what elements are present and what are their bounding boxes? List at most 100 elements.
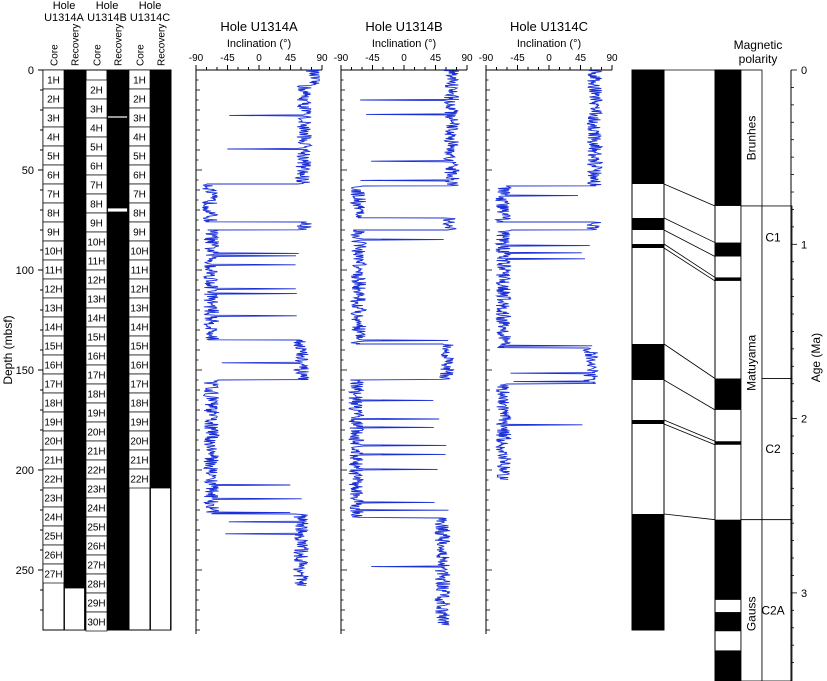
- core-label: 7H: [47, 190, 60, 201]
- inclination-x-tick-label: 0: [401, 53, 407, 64]
- chron-label: C1: [765, 230, 781, 244]
- tie-line: [663, 379, 716, 411]
- normal-polarity-interval: [632, 218, 664, 230]
- core-label: 22H: [87, 466, 105, 477]
- tie-line: [663, 247, 716, 282]
- core-label: 18H: [44, 399, 62, 410]
- normal-polarity-chron: [715, 277, 741, 281]
- inclination-panel-title: Hole U1314B: [365, 19, 442, 34]
- core-label: 24H: [87, 504, 105, 515]
- core-label: 14H: [87, 314, 105, 325]
- core-label: 18H: [130, 399, 148, 410]
- core-label: 12H: [87, 276, 105, 287]
- core-label: 4H: [47, 133, 60, 144]
- core-cell: [128, 468, 151, 489]
- core-label: 25H: [44, 532, 62, 543]
- core-cell: [85, 611, 108, 632]
- core-label: 16H: [87, 352, 105, 363]
- core-label: 19H: [87, 409, 105, 420]
- core-label: 17H: [44, 380, 62, 391]
- core-label: 25H: [87, 523, 105, 534]
- core-label: 17H: [130, 380, 148, 391]
- core-label: 11H: [88, 257, 106, 268]
- age-tick-label: 1: [801, 239, 807, 251]
- hole-title-line1: Hole: [53, 0, 76, 12]
- hole-title-line2: U1314B: [87, 12, 127, 24]
- core-label: 16H: [130, 361, 148, 372]
- core-label: 7H: [90, 181, 103, 192]
- inclination-x-tick-label: 90: [461, 53, 473, 64]
- inclination-x-label: Inclination (°): [372, 38, 436, 50]
- age-tick-label: 3: [801, 588, 807, 600]
- core-label: 20H: [130, 437, 148, 448]
- recovery-gap: [107, 207, 128, 213]
- normal-polarity-interval: [632, 420, 664, 424]
- core-label: 9H: [90, 219, 103, 230]
- core-label: 19H: [44, 418, 62, 429]
- normal-polarity-chron: [715, 378, 741, 410]
- depth-axis-label: Depth (mbsf): [1, 315, 15, 384]
- chron-box: [761, 519, 793, 681]
- core-label: 5H: [47, 152, 60, 163]
- chron-label: C2: [765, 442, 781, 456]
- core-label: 21H: [130, 456, 148, 467]
- core-label: 8H: [133, 209, 146, 220]
- epoch-label: Brunhes: [745, 116, 759, 161]
- core-label: 10H: [130, 247, 148, 258]
- depth-tick-label: 150: [16, 365, 34, 377]
- normal-polarity-interval: [632, 514, 664, 630]
- core-label: 14H: [130, 323, 148, 334]
- depth-tick-label: 100: [16, 265, 34, 277]
- inclination-x-tick-label: 0: [546, 53, 552, 64]
- inclination-x-tick-label: -45: [510, 53, 525, 64]
- inclination-x-tick-label: -90: [189, 53, 204, 64]
- core-label: 15H: [87, 333, 105, 344]
- core-label: 23H: [87, 485, 105, 496]
- core-label: 9H: [47, 228, 60, 239]
- inclination-x-label: Inclination (°): [517, 38, 581, 50]
- core-label: 6H: [133, 171, 146, 182]
- inclination-x-tick-label: -45: [220, 53, 235, 64]
- inclination-x-tick-label: -45: [365, 53, 380, 64]
- core-column-label: Core: [93, 44, 104, 66]
- core-label: 15H: [130, 342, 148, 353]
- inclination-x-tick-label: 90: [316, 53, 328, 64]
- tie-line: [663, 217, 716, 243]
- core-label: 10H: [44, 247, 62, 258]
- core-cell: [42, 563, 65, 584]
- tie-line: [663, 229, 716, 257]
- core-label: 22H: [44, 475, 62, 486]
- recovery-column: [63, 69, 86, 631]
- recovery-gap: [64, 587, 85, 631]
- inclination-panels: Hole U1314A Inclination (°) -90 -45 0 45 90 Hol…: [189, 19, 618, 634]
- recovery-gap: [107, 115, 128, 119]
- core-label: 21H: [44, 456, 62, 467]
- core-label: 13H: [44, 304, 62, 315]
- chron-box: [761, 378, 793, 521]
- depth-tick-label: 50: [22, 165, 34, 177]
- core-label: 2H: [133, 95, 146, 106]
- core-column-label: Core: [136, 44, 147, 66]
- hole-title-line2: U1314C: [130, 12, 170, 24]
- hole-title-line1: Hole: [139, 0, 162, 12]
- tie-line: [663, 243, 716, 278]
- inclination-x-tick-label: 45: [285, 53, 297, 64]
- hole-title-line1: Hole: [96, 0, 119, 12]
- core-label: 5H: [90, 143, 103, 154]
- core-label: 14H: [44, 323, 62, 334]
- polarity-title-line1: Magnetic: [734, 38, 783, 52]
- core-label: 20H: [44, 437, 62, 448]
- depth-tick-label: 200: [16, 465, 34, 477]
- core-label: 10H: [87, 238, 105, 249]
- tie-line: [663, 183, 716, 207]
- core-label: 12H: [130, 285, 148, 296]
- core-label: 21H: [87, 447, 105, 458]
- recovery-gap: [150, 487, 171, 631]
- core-label: 4H: [90, 124, 103, 135]
- recovery-column: [106, 69, 129, 631]
- chron-box: [761, 205, 793, 379]
- tie-line: [663, 423, 716, 446]
